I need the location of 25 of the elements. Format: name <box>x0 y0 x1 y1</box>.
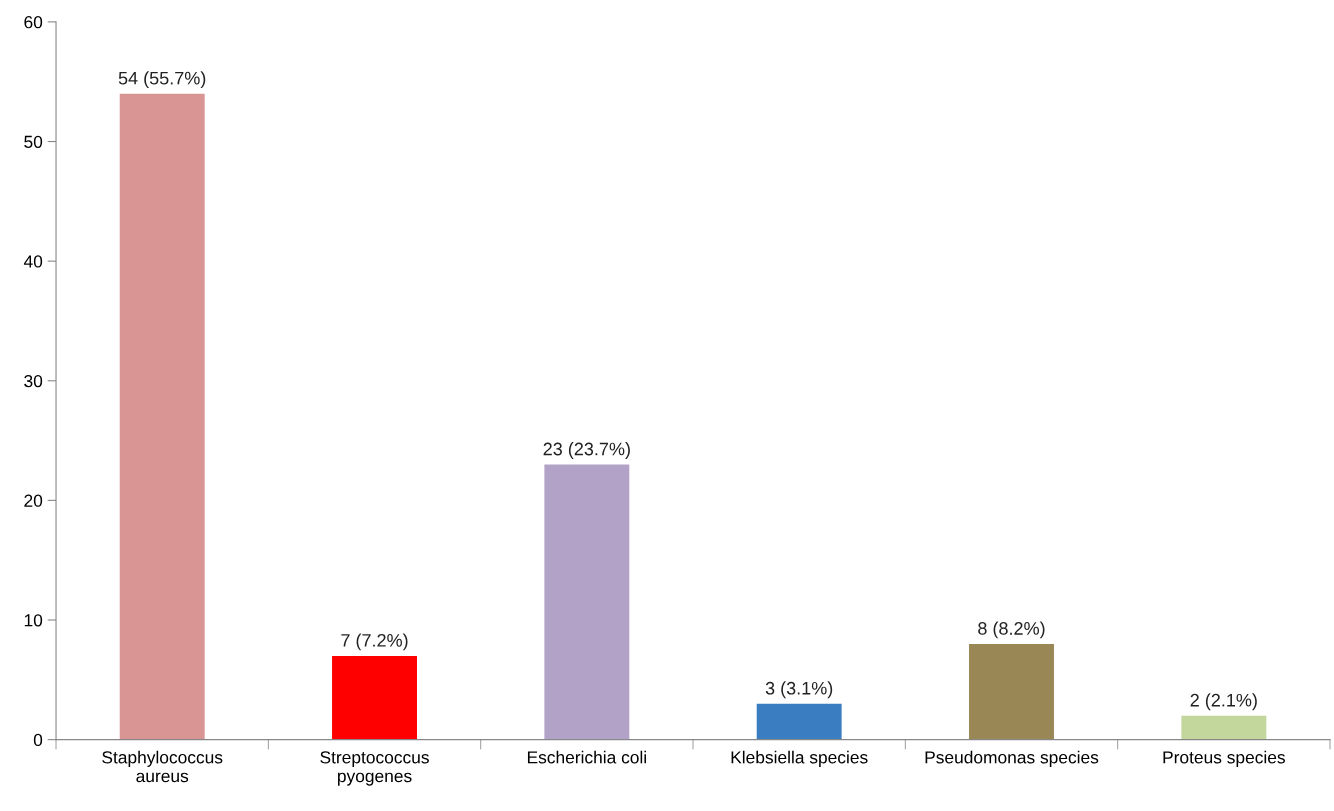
data-label: 54 (55.7%) <box>118 71 206 89</box>
data-label: 3 (3.1%) <box>765 681 833 699</box>
y-tick-label: 50 <box>24 135 43 148</box>
y-tick-label: 40 <box>23 255 43 268</box>
bar <box>756 703 842 740</box>
y-tick-label: 30 <box>24 374 43 388</box>
y-tick-label: 20 <box>24 494 43 507</box>
data-label: 23 (23.7%) <box>543 442 630 459</box>
x-tick-label: Proteus species <box>1163 750 1285 767</box>
x-tick-label: Escherichia coli <box>527 750 646 764</box>
bar <box>544 464 630 740</box>
bar <box>1181 715 1267 740</box>
bar <box>969 643 1054 740</box>
x-tick-label: Streptococcus pyogenes <box>320 751 429 786</box>
x-tick-label: Pseudomonas species <box>925 750 1099 767</box>
data-label: 2 (2.1%) <box>1190 693 1257 711</box>
bar <box>119 93 205 740</box>
x-tick-label: Klebsiella species <box>731 750 868 767</box>
y-tick-label: 10 <box>24 614 43 627</box>
x-tick-label: Staphylococcus aureus <box>102 750 223 783</box>
data-label: 8 (8.2%) <box>978 621 1045 639</box>
data-label: 7 (7.2%) <box>341 633 408 651</box>
y-tick-label: 60 <box>24 16 43 29</box>
bar <box>332 655 417 740</box>
y-tick-label: 0 <box>33 733 43 747</box>
